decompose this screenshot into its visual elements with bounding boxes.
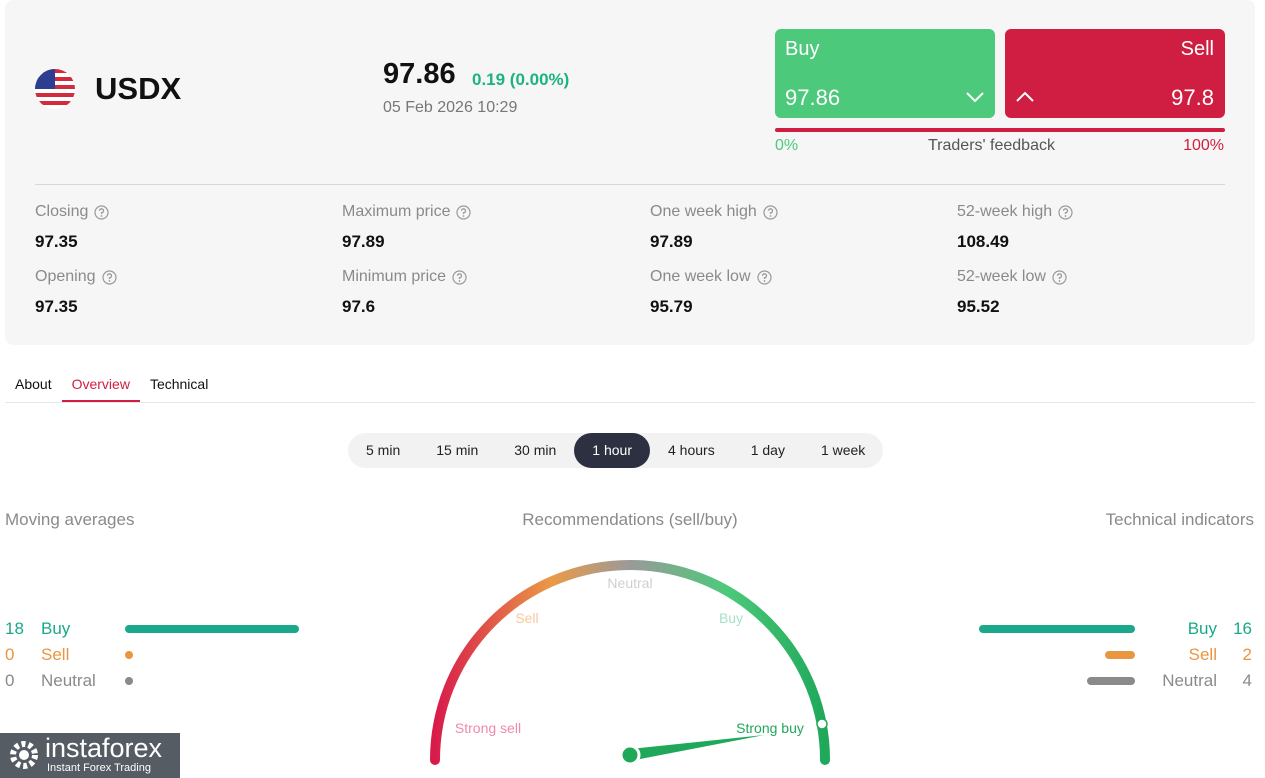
- help-icon[interactable]: [94, 204, 109, 220]
- count: 16: [1233, 619, 1252, 638]
- section-title: Moving averages: [5, 510, 135, 529]
- stat-label-text: Closing: [35, 203, 89, 220]
- stat-label-text: Minimum price: [342, 268, 447, 285]
- count: 2: [1242, 645, 1252, 664]
- feedback-label: Traders' feedback: [928, 137, 1055, 154]
- stat-value: 97.35: [35, 232, 78, 251]
- bar: [125, 677, 133, 685]
- gauge-marker: [816, 718, 828, 730]
- stat-value: 95.52: [957, 297, 1000, 316]
- signal-label: Buy: [1187, 619, 1217, 638]
- stat-label-text: One week high: [650, 203, 757, 220]
- logo-icon: [10, 741, 38, 769]
- signal-label: Sell: [41, 645, 70, 664]
- stat-value: 97.89: [650, 232, 693, 251]
- signal-label: Neutral: [41, 671, 96, 690]
- gauge-label: Neutral: [607, 575, 652, 591]
- bar: [1087, 677, 1135, 685]
- sell-label: Sell: [1180, 38, 1214, 60]
- gauge-label: Sell: [515, 610, 538, 626]
- symbol: USDX: [95, 71, 182, 106]
- count: 4: [1242, 671, 1252, 690]
- logo: [0, 733, 180, 778]
- stat-value: 108.49: [957, 232, 1009, 251]
- stat-label-text: One week low: [650, 268, 751, 285]
- tab[interactable]: Overview: [61, 368, 140, 402]
- bar: [1105, 651, 1135, 659]
- stat-label-text: Maximum price: [342, 203, 451, 220]
- help-icon[interactable]: [101, 269, 117, 285]
- feedback-bar: [775, 128, 1225, 132]
- signal-label: Neutral: [1162, 671, 1217, 690]
- gauge-pivot: [619, 744, 641, 766]
- timeframe[interactable]: 1 week: [820, 442, 866, 458]
- datetime: 05 Feb 2026 10:29: [383, 99, 518, 116]
- help-icon[interactable]: [1052, 269, 1067, 285]
- timeframe[interactable]: 15 min: [436, 442, 479, 458]
- stat-value: 97.89: [342, 232, 385, 251]
- help-icon[interactable]: [456, 204, 472, 220]
- stat-label-text: 52-week high: [957, 203, 1053, 220]
- buy-price: 97.86: [785, 85, 841, 110]
- gauge-label: Strong sell: [455, 720, 521, 736]
- tabs: About Overview Technical: [5, 368, 1255, 403]
- stat-label: One week low: [650, 268, 772, 286]
- chevron-down: [966, 92, 984, 103]
- help-icon[interactable]: [763, 204, 778, 220]
- bar: [979, 625, 1135, 633]
- timeframe[interactable]: 4 hours: [668, 442, 715, 458]
- stat-value: 95.79: [650, 297, 693, 316]
- stat-label: 52-week high: [957, 203, 1073, 221]
- logo-tagline: Instant Forex Trading: [47, 762, 151, 774]
- bar: [125, 625, 299, 633]
- feedback-min: 0%: [775, 137, 799, 154]
- stat-label: Minimum price: [342, 268, 467, 286]
- stat-label: Maximum price: [342, 203, 472, 221]
- stat-label-text: Opening: [35, 268, 96, 285]
- count: 0: [5, 671, 15, 690]
- stat-label: One week high: [650, 203, 778, 221]
- sell-button[interactable]: [1005, 29, 1225, 118]
- chevron-up: [1016, 91, 1034, 102]
- count: 0: [5, 645, 15, 664]
- help-icon[interactable]: [452, 269, 467, 285]
- stat-value: 97.35: [35, 297, 78, 316]
- price: 97.86: [383, 58, 456, 90]
- gauge-arc: [430, 560, 830, 765]
- flag-icon: [35, 69, 75, 109]
- stat-label: Closing: [35, 203, 109, 221]
- gauge-needle: [630, 735, 764, 761]
- gauge-label: Strong buy: [736, 720, 804, 736]
- timeframe[interactable]: 1 hour: [574, 433, 650, 468]
- signal-label: Sell: [1188, 645, 1217, 664]
- timeframe[interactable]: 30 min: [514, 442, 557, 458]
- count: 18: [5, 619, 24, 638]
- sell-price: 97.8: [1171, 85, 1214, 110]
- stat-label: 52-week low: [957, 268, 1067, 286]
- buy-button[interactable]: [775, 29, 995, 118]
- stat-label: Opening: [35, 268, 117, 286]
- help-icon[interactable]: [1058, 204, 1073, 220]
- help-icon[interactable]: [756, 269, 772, 285]
- stat-value: 97.6: [342, 297, 376, 316]
- divider: [35, 184, 1225, 185]
- timeframe-selector: 5 min 15 min 30 min 1 hour 4 hours 1 day 1 wee…: [348, 433, 884, 468]
- timeframe[interactable]: 1 day: [750, 442, 785, 458]
- timeframe[interactable]: 5 min: [366, 442, 401, 458]
- gauge: Strong sell Sell Neutral Buy Strong buy: [430, 560, 830, 766]
- bar: [125, 651, 133, 659]
- section-title: Technical indicators: [1105, 510, 1254, 529]
- buy-label: Buy: [785, 38, 820, 60]
- tab[interactable]: Technical: [149, 376, 209, 392]
- tab[interactable]: About: [15, 376, 52, 392]
- section-title: Recommendations (sell/buy): [522, 510, 738, 529]
- logo-name: instaforex: [45, 733, 163, 763]
- price-change: 0.19 (0.00%): [472, 70, 570, 89]
- feedback-max: 100%: [1183, 137, 1224, 154]
- gauge-label: Buy: [719, 610, 743, 626]
- signal-label: Buy: [41, 619, 71, 638]
- stat-label-text: 52-week low: [957, 268, 1046, 285]
